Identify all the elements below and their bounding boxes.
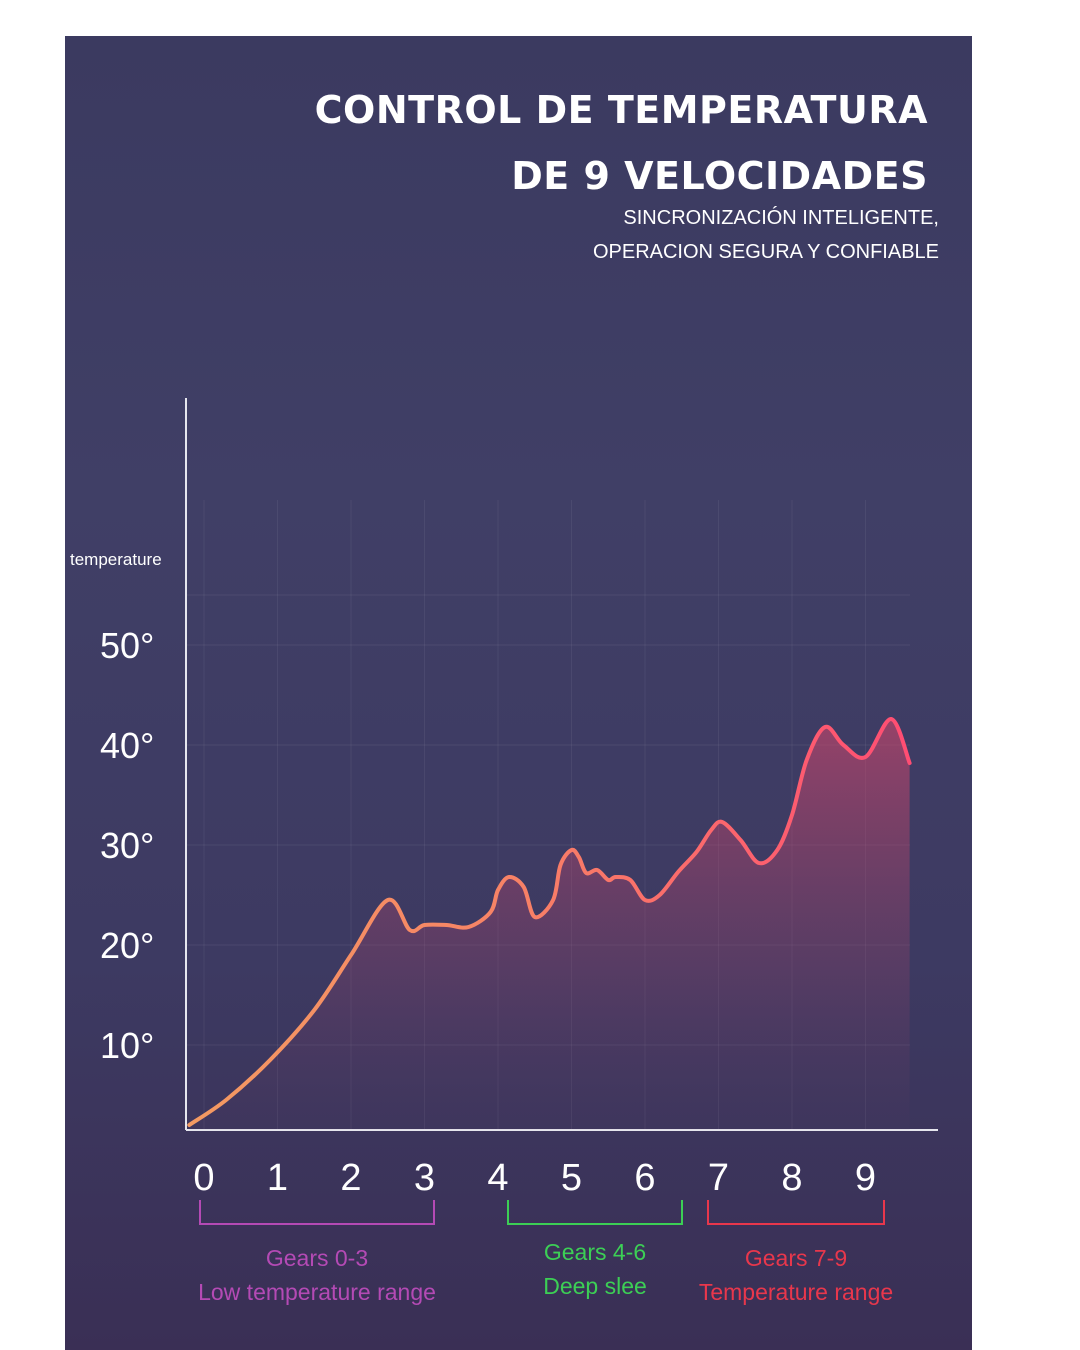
x-tick-labels: 0 1 2 3 4 5 6 7 8 9 <box>193 1157 876 1199</box>
y-tick-label: 30° <box>100 825 154 866</box>
title-line-1: CONTROL DE TEMPERATURA <box>314 88 928 132</box>
gear-group-label: Gears 0-3 <box>266 1245 368 1271</box>
gear-group-label: Gears 7-9 <box>745 1245 847 1271</box>
y-axis-label: temperature <box>70 550 162 569</box>
x-tick-label: 7 <box>708 1157 729 1199</box>
x-tick-label: 0 <box>193 1157 214 1199</box>
temperature-area <box>189 718 910 1130</box>
temperature-line <box>187 717 912 1127</box>
y-tick-labels: 10° 20° 30° 40° 50° <box>100 625 154 1066</box>
y-tick-label: 40° <box>100 725 154 766</box>
x-tick-label: 6 <box>634 1157 655 1199</box>
gear-group-description: Temperature range <box>699 1279 893 1305</box>
gear-group-label: Gears 4-6 <box>544 1239 646 1265</box>
title-line-2: DE 9 VELOCIDADES <box>511 154 928 198</box>
x-tick-label: 4 <box>487 1157 508 1199</box>
x-tick-label: 3 <box>414 1157 435 1199</box>
subtitle-line-2: OPERACION SEGURA Y CONFIABLE <box>592 241 939 263</box>
gear-group-bracket <box>507 1200 683 1225</box>
x-tick-label: 5 <box>561 1157 582 1199</box>
subtitle-line-1: SINCRONIZACIÓN INTELIGENTE, <box>623 207 939 229</box>
gear-group-description: Low temperature range <box>198 1279 436 1305</box>
x-tick-label: 2 <box>340 1157 361 1199</box>
y-tick-label: 20° <box>100 925 154 966</box>
x-tick-label: 9 <box>855 1157 876 1199</box>
x-tick-label: 8 <box>781 1157 802 1199</box>
gear-group-bracket <box>199 1200 435 1225</box>
gear-group-bracket <box>707 1200 885 1225</box>
y-tick-label: 10° <box>100 1025 154 1066</box>
gear-group-description: Deep slee <box>543 1273 647 1299</box>
y-tick-label: 50° <box>100 625 154 666</box>
gear-groups: Gears 0-3 Low temperature range Gears 4-6 D… <box>198 1200 893 1305</box>
x-tick-label: 1 <box>267 1157 288 1199</box>
